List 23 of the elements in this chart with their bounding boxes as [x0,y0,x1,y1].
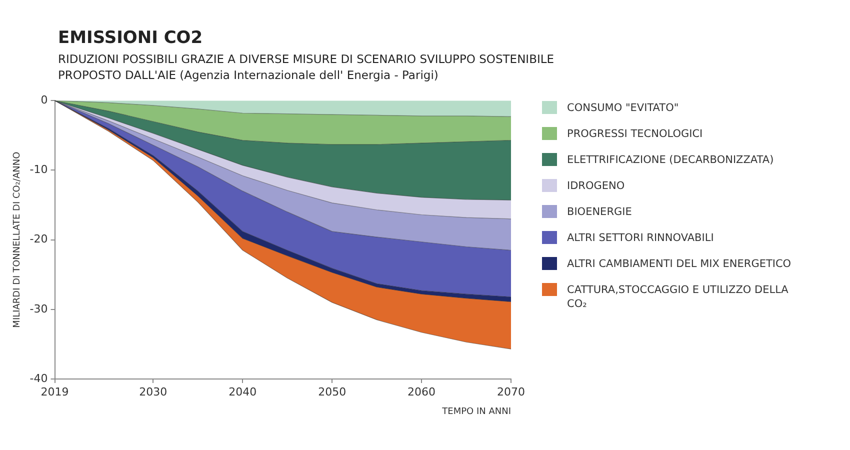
y-axis-title: MILIARDI DI TONNELLATE DI CO₂/ANNO [12,152,23,328]
chart-title: EMISSIONI CO2 [58,28,204,48]
x-axis-title: TEMPO IN ANNI [441,406,512,417]
x-tick-label: 2050 [318,385,346,398]
y-tick-label: -40 [30,372,48,385]
x-tick-label: 2019 [40,385,69,398]
legend-label: PROGRESSI TECNOLOGICI [567,127,703,141]
legend-label: ALTRI CAMBIAMENTI DEL MIX ENERGETICO [567,257,792,271]
legend-label: BIOENERGIE [567,205,632,219]
legend-label: ELETTRIFICAZIONE (DECARBONIZZATA) [567,153,774,167]
x-tick-label: 2030 [139,385,168,398]
chart-subtitle: RIDUZIONI POSSIBILI GRAZIE A DIVERSE MISURE DI SCENARIO SVILUPPO SOSTENIBILE PROPOSTO DALL'AIE (Agenzia Internazionale dell' Energia - Parigi) [58,51,556,83]
x-tick-label: 2070 [497,385,526,398]
legend-label: CONSUMO "EVITATO" [567,101,679,115]
legend-label: CATTURA,STOCCAGGIO E UTILIZZO DELLA CO₂ [567,283,790,311]
x-tick-label: 2040 [228,385,257,398]
y-tick-label: 0 [40,93,48,106]
y-tick-label: -30 [30,302,48,316]
x-tick-label: 2060 [408,385,436,398]
legend-label: ALTRI SETTORI RINNOVABILI [567,231,714,245]
y-tick-label: -20 [30,232,48,246]
y-tick-label: -10 [30,163,48,176]
legend-label: IDROGENO [567,179,625,193]
